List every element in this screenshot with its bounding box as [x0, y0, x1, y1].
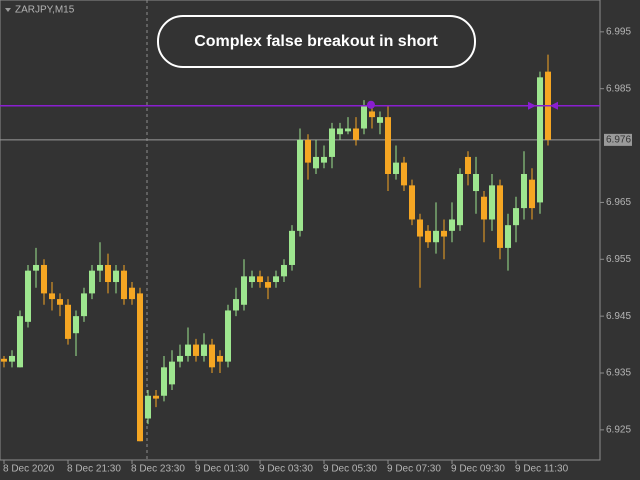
candle-body [305, 139, 311, 163]
y-tick-label: 6.985 [606, 83, 631, 94]
candle-body [425, 230, 431, 243]
annotation-box [157, 15, 476, 68]
candle-body [497, 185, 503, 248]
candle-body [433, 230, 439, 243]
candle-body [505, 225, 511, 248]
y-tick-label: 6.935 [606, 368, 631, 379]
candle-body [273, 276, 279, 283]
candle-body [345, 128, 351, 132]
candle-body [289, 230, 295, 265]
candle-body [313, 156, 319, 169]
candle-body [193, 344, 199, 356]
candle-body [337, 128, 343, 135]
candle-body [185, 344, 191, 356]
x-tick-label: 9 Dec 05:30 [323, 464, 377, 475]
candle-body [481, 196, 487, 220]
candle-body [361, 105, 367, 129]
candle-body [89, 270, 95, 294]
x-tick-label: 8 Dec 23:30 [131, 464, 185, 475]
candle-body [329, 128, 335, 157]
candle-body [401, 162, 407, 186]
candle-body [241, 276, 247, 305]
candle-body [233, 299, 239, 311]
candle-body [201, 344, 207, 356]
candle-body [73, 316, 79, 334]
candle-body [297, 139, 303, 231]
candle-body [529, 179, 535, 209]
candle-body [265, 282, 271, 288]
candle-body [409, 185, 415, 220]
x-tick-label: 9 Dec 07:30 [387, 464, 441, 475]
candle-body [353, 128, 359, 140]
candle-body [113, 270, 119, 283]
y-tick-label: 6.925 [606, 425, 631, 436]
candle-body [129, 287, 135, 300]
candle-body [145, 395, 151, 419]
candle-body [225, 310, 231, 362]
candle-body [537, 77, 543, 203]
x-tick-label: 9 Dec 09:30 [451, 464, 505, 475]
candle-body [97, 264, 103, 271]
candle-body [153, 395, 159, 399]
candle-body [9, 355, 15, 362]
x-tick-label: 8 Dec 21:30 [67, 464, 121, 475]
candle-body [473, 173, 479, 192]
candle-body [257, 276, 263, 283]
candle-body [105, 264, 111, 283]
y-tick-label: 6.995 [606, 26, 631, 37]
candle-body [41, 264, 47, 294]
candle-body [321, 156, 327, 163]
candle-body [385, 117, 391, 174]
candle-body [281, 264, 287, 277]
breakout-point [367, 100, 375, 109]
arrow-right [528, 101, 536, 110]
candle-body [393, 162, 399, 174]
x-tick-label: 9 Dec 01:30 [195, 464, 249, 475]
y-tick-label: 6.965 [606, 197, 631, 208]
candle-body [57, 299, 63, 305]
x-tick-label: 8 Dec 2020 [3, 464, 55, 475]
candle-body [177, 355, 183, 362]
current-price-label: 6.976 [606, 135, 631, 146]
candle-body [81, 293, 87, 317]
y-tick-label: 6.955 [606, 254, 631, 265]
annotation: Complex false breakout in short [194, 33, 438, 50]
candle-body [441, 230, 447, 237]
candle-body [249, 276, 255, 283]
candle-body [121, 270, 127, 300]
symbol-icon [5, 8, 11, 12]
symbol-label: ZARJPY,M15 [15, 5, 75, 16]
marks [0, 54, 600, 442]
candle-body [377, 117, 383, 123]
current-price-box [604, 133, 632, 146]
candle-body [137, 293, 143, 442]
candle-body [17, 316, 23, 368]
x-tick-label: 9 Dec 11:30 [515, 464, 569, 475]
candle-body [369, 111, 375, 118]
candle-body [65, 304, 71, 339]
candle-body [417, 219, 423, 237]
candle-body [513, 208, 519, 226]
candle-body [489, 185, 495, 220]
y-tick-label: 6.945 [606, 311, 631, 322]
candle-body [449, 219, 455, 231]
candle-body [457, 173, 463, 226]
candle-body [49, 293, 55, 300]
candle-body [25, 270, 31, 322]
x-tick-label: 9 Dec 03:30 [259, 464, 313, 475]
candle-body [169, 361, 175, 385]
candle-body [161, 367, 167, 396]
candle-body [217, 355, 223, 362]
candle-body [521, 173, 527, 209]
arrow-left [550, 101, 558, 110]
candle-body [465, 156, 471, 174]
candle-body [33, 264, 39, 271]
candle-body [1, 358, 7, 362]
candle-body [209, 344, 215, 368]
